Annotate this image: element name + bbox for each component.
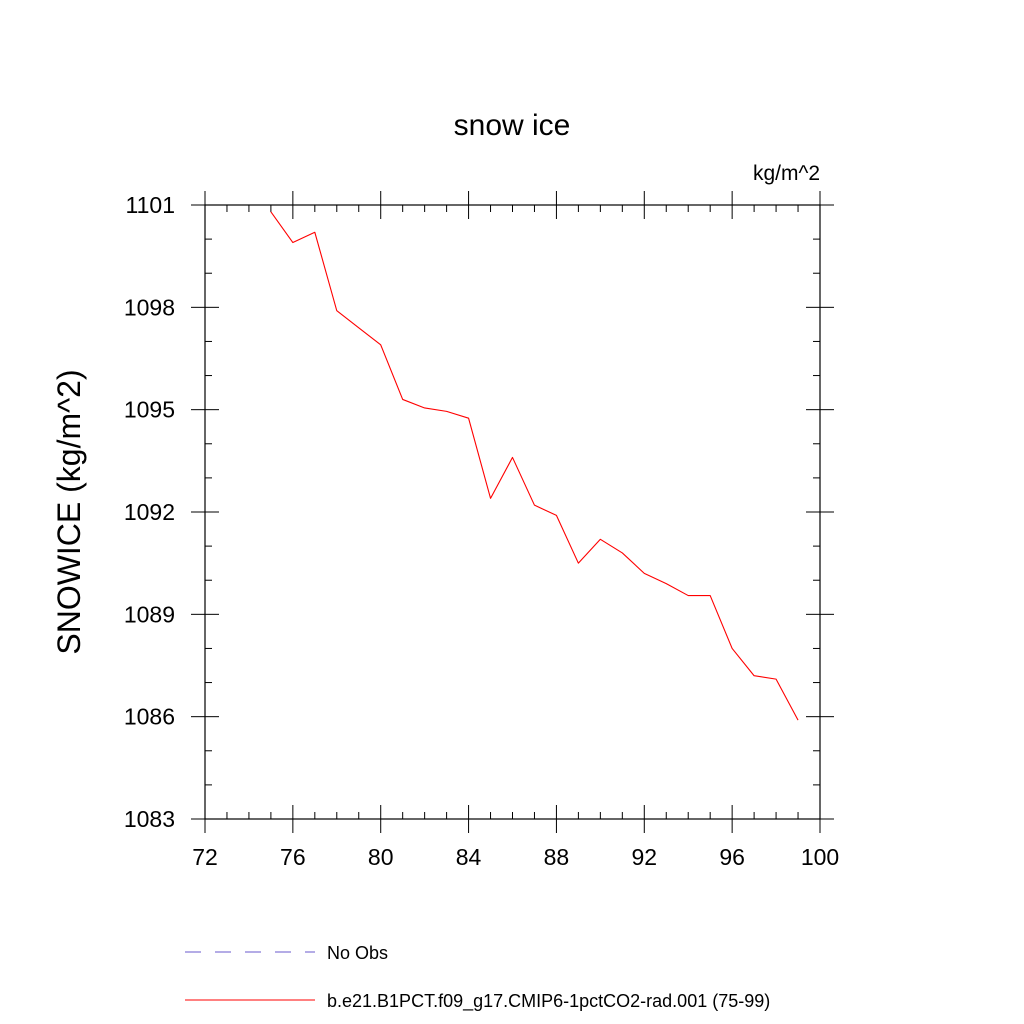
x-tick-label: 100: [801, 844, 839, 870]
x-tick-label: 88: [544, 844, 570, 870]
x-tick-label: 92: [631, 844, 657, 870]
y-tick-label: 1083: [124, 806, 175, 832]
plot-border: [204, 204, 821, 820]
y-tick-label: 1089: [124, 601, 175, 627]
x-tick-label: 80: [368, 844, 394, 870]
y-tick-label: 1095: [124, 397, 175, 423]
series-lines: [270, 211, 799, 721]
axis-ticks: [191, 191, 834, 833]
plot-frame: [204, 204, 821, 820]
x-tick-label: 84: [456, 844, 482, 870]
y-tick-label: 1101: [126, 192, 175, 218]
legend: No Obs b.e21.B1PCT.f09_g17.CMIP6-1pctCO2-…: [185, 943, 770, 1012]
y-axis-label: SNOWICE (kg/m^2): [51, 369, 87, 654]
legend-label: No Obs: [327, 943, 388, 963]
x-tick-label: 96: [719, 844, 745, 870]
chart-title: snow ice: [454, 109, 571, 142]
series-line: [270, 211, 799, 721]
y-tick-label: 1092: [124, 499, 175, 525]
y-tick-label: 1086: [124, 704, 175, 730]
x-tick-label: 72: [192, 844, 218, 870]
legend-label: b.e21.B1PCT.f09_g17.CMIP6-1pctCO2-rad.00…: [327, 991, 770, 1012]
axis-tick-labels: 72 76 80 84 88 92 96 100 1083 1086 1089 1092 1095 109…: [124, 192, 839, 870]
units-label: kg/m^2: [753, 162, 820, 185]
x-tick-label: 76: [280, 844, 306, 870]
y-tick-label: 1098: [124, 294, 175, 320]
